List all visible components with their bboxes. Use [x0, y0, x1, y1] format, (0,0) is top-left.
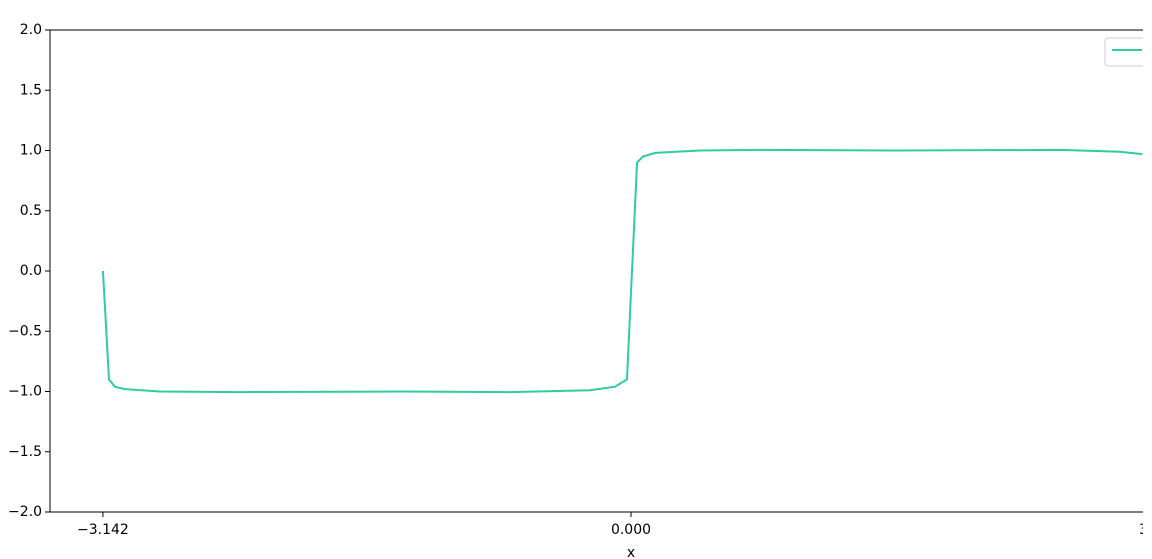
x-tick-label: 0.000	[611, 522, 651, 538]
y-tick-label: −1.5	[8, 444, 42, 460]
legend-box	[1104, 37, 1143, 67]
axes-spine	[49, 29, 1143, 513]
y-tick-label: −0.5	[8, 323, 42, 339]
y-tick-label: −2.0	[8, 504, 42, 520]
x-tick-label: −3.142	[77, 522, 129, 538]
y-tick-label: 0.5	[20, 203, 42, 219]
y-tick-label: −1.0	[8, 384, 42, 400]
y-tick-label: 1.0	[20, 143, 42, 159]
x-axis-label: x	[627, 545, 635, 559]
x-tick-label: 3.142	[1139, 522, 1143, 538]
data-line	[101, 148, 1143, 394]
y-tick-label: 2.0	[20, 22, 42, 38]
y-tick-label: 1.5	[20, 82, 42, 98]
y-tick-label: 0.0	[20, 263, 42, 279]
